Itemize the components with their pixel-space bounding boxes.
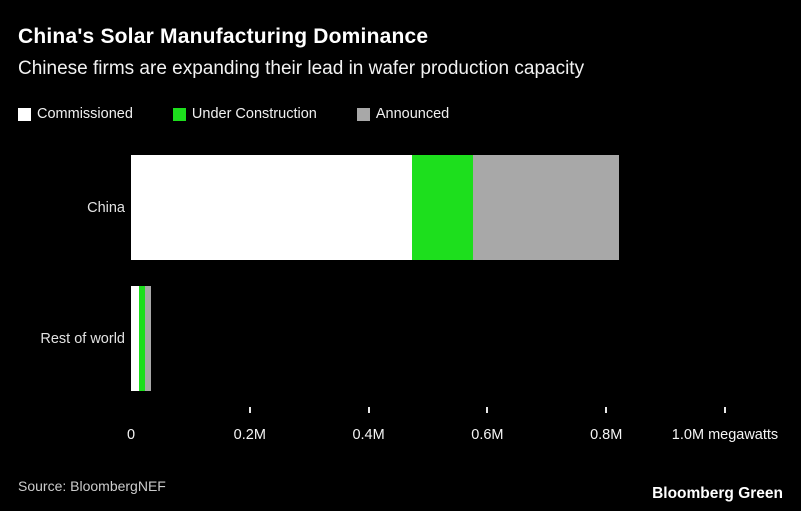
bar-segment-under-construction-rest-of-world (138, 286, 145, 391)
x-axis-tick (605, 407, 608, 413)
x-axis-label-0-2m: 0.2M (233, 427, 266, 443)
legend-item-under-construction: Under Construction (172, 106, 317, 122)
chart-title: China's Solar Manufacturing Dominance (18, 25, 429, 48)
x-axis-label-0: 0 (126, 427, 136, 443)
bar-rest-of-world (131, 286, 791, 391)
legend: Commissioned Under Construction Announce… (18, 106, 449, 122)
legend-item-commissioned: Commissioned (18, 106, 133, 122)
bar-segment-under-construction-china (412, 155, 473, 260)
legend-label: Commissioned (37, 106, 133, 122)
legend-label: Announced (375, 106, 450, 122)
bloomberg-green-logo: Bloomberg Green (652, 485, 783, 502)
x-axis-label-0-4m: 0.4M (352, 427, 385, 443)
under-construction-swatch-icon (172, 107, 186, 121)
x-axis-tick (248, 407, 251, 413)
announced-swatch-icon (356, 107, 370, 121)
commissioned-swatch-icon (18, 107, 31, 121)
legend-label: Under Construction (191, 106, 317, 122)
category-label-china: China (87, 199, 125, 216)
x-axis-label-0-8m: 0.8M (590, 427, 623, 443)
x-axis-tick (486, 407, 489, 413)
bar-segment-announced-china (472, 155, 619, 260)
legend-item-announced: Announced (356, 106, 450, 122)
x-axis-tick (724, 407, 726, 413)
source-note: Source: BloombergNEF (18, 478, 166, 494)
bar-china (131, 155, 791, 260)
x-axis-tick (367, 407, 370, 413)
bar-segment-commissioned-rest-of-world (131, 286, 139, 391)
x-axis-label-0-6m: 0.6M (471, 427, 504, 443)
chart-subtitle: Chinese firms are expanding their lead i… (18, 58, 585, 79)
bar-segment-announced-rest-of-world (144, 286, 151, 391)
category-label-rest-of-world: Rest of world (40, 330, 125, 347)
x-axis-label-1-0m-megawatts: 1.0M megawatts (671, 427, 779, 443)
bar-segment-commissioned-china (131, 155, 412, 260)
